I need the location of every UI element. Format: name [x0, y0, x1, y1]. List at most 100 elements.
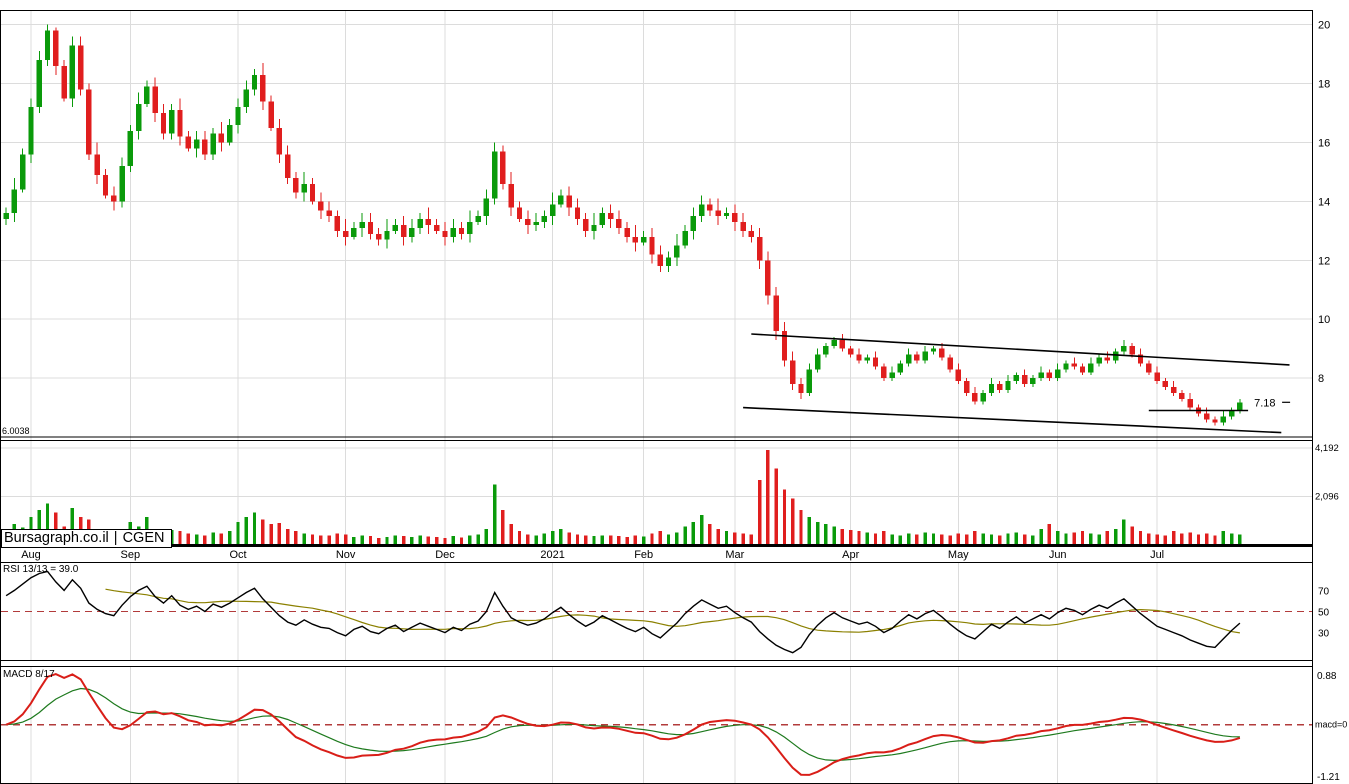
volume-bar: [1155, 534, 1159, 545]
candle-body: [972, 392, 978, 402]
volume-bar: [228, 531, 232, 545]
candle-body: [260, 74, 266, 102]
volume-bar: [70, 507, 75, 545]
candle-body: [334, 216, 340, 231]
volume-bar: [733, 532, 737, 545]
candle-body: [906, 354, 912, 364]
candle-body: [392, 225, 398, 231]
candle-body: [301, 183, 307, 193]
volume-bar: [509, 524, 513, 545]
candle-body: [293, 177, 299, 193]
price-axis-tick-label: 10: [1318, 314, 1330, 326]
candle-body: [674, 245, 680, 258]
candle-body: [1212, 419, 1218, 423]
volume-bar: [368, 536, 373, 545]
volume-bar: [45, 503, 50, 545]
candle-body: [707, 204, 713, 211]
volume-bar: [716, 528, 720, 545]
volume-bar: [700, 514, 704, 545]
channel-lower-trendline[interactable]: [743, 406, 1282, 434]
candle-body: [1162, 381, 1168, 387]
volume-bar: [327, 535, 331, 545]
volume-bar: [360, 535, 364, 545]
volume-bar: [236, 521, 240, 545]
x-axis-month-label: 2021: [540, 549, 564, 561]
volume-bar: [973, 531, 977, 545]
x-axis-month-label: Nov: [336, 549, 356, 561]
candle-body: [599, 213, 605, 225]
candle-body: [1228, 410, 1235, 417]
candle-body: [881, 366, 887, 379]
candle-body: [1220, 416, 1226, 423]
candle-body: [549, 204, 556, 217]
candle-body: [400, 225, 407, 237]
volume-bar: [600, 535, 604, 545]
candle-body: [839, 339, 846, 349]
volume-bar: [1031, 535, 1035, 545]
candle-body: [1170, 387, 1177, 393]
volume-bar: [584, 535, 588, 545]
volume-bar: [724, 531, 729, 545]
macd-signal-line: [6, 687, 1240, 762]
volume-bar: [269, 524, 273, 545]
volume-bar: [832, 526, 836, 545]
candle-body: [740, 222, 746, 231]
candle-body: [483, 198, 490, 217]
candle-body: [980, 392, 986, 402]
candle-body: [1088, 363, 1094, 373]
volume-bar: [592, 536, 596, 545]
candle-body: [94, 154, 100, 175]
volume-bar: [1130, 526, 1134, 545]
candle-body: [939, 348, 945, 358]
macd-line: [5, 673, 1241, 776]
candle-body: [806, 369, 812, 393]
volume-bar: [410, 536, 414, 545]
candle-body: [135, 104, 142, 131]
candle-body: [1063, 363, 1069, 370]
volume-bar: [1122, 519, 1126, 545]
volume-bar: [675, 532, 679, 545]
volume-bar: [774, 468, 778, 545]
candle-body: [889, 372, 895, 379]
volume-bar: [915, 534, 919, 545]
volume-bar: [1022, 534, 1027, 545]
volume-bar: [666, 534, 671, 545]
candle-body: [690, 216, 697, 231]
x-axis-month-label: Mar: [725, 549, 744, 561]
volume-bar: [484, 528, 489, 545]
channel-upper-trendline[interactable]: [751, 333, 1290, 366]
volume-bar: [443, 538, 447, 545]
volume-bar: [1196, 534, 1201, 545]
candle-body: [1005, 381, 1011, 390]
candle-body: [202, 139, 208, 155]
volume-bar: [1114, 528, 1118, 545]
volume-bar: [1014, 532, 1018, 545]
volume-bar: [791, 498, 795, 545]
volume-bar: [1238, 534, 1242, 545]
rsi-line: [5, 570, 1241, 654]
volume-bar: [385, 536, 389, 545]
volume-bar: [286, 528, 290, 545]
candle-body: [1237, 402, 1243, 411]
candle-body: [210, 133, 216, 155]
volume-bar: [526, 534, 530, 545]
volume-bar: [37, 510, 41, 545]
candle-body: [318, 201, 324, 211]
macd-max-label: 0.88: [1317, 671, 1337, 682]
volume-bar: [468, 535, 472, 545]
volume-bar: [1188, 532, 1192, 545]
price-axis-tick-label: 16: [1318, 138, 1330, 150]
candle-body: [657, 254, 663, 267]
volume-bar: [815, 521, 820, 545]
volume-bar: [426, 536, 431, 545]
volume-bar: [261, 519, 265, 545]
candle-body: [44, 30, 51, 61]
volume-bar: [617, 536, 621, 545]
candle-body: [1129, 345, 1135, 355]
candle-body: [699, 204, 705, 217]
price-axis-tick-label: 12: [1318, 255, 1330, 267]
candle-body: [376, 233, 382, 240]
candle-body: [897, 363, 904, 373]
candle-body: [1104, 357, 1111, 361]
